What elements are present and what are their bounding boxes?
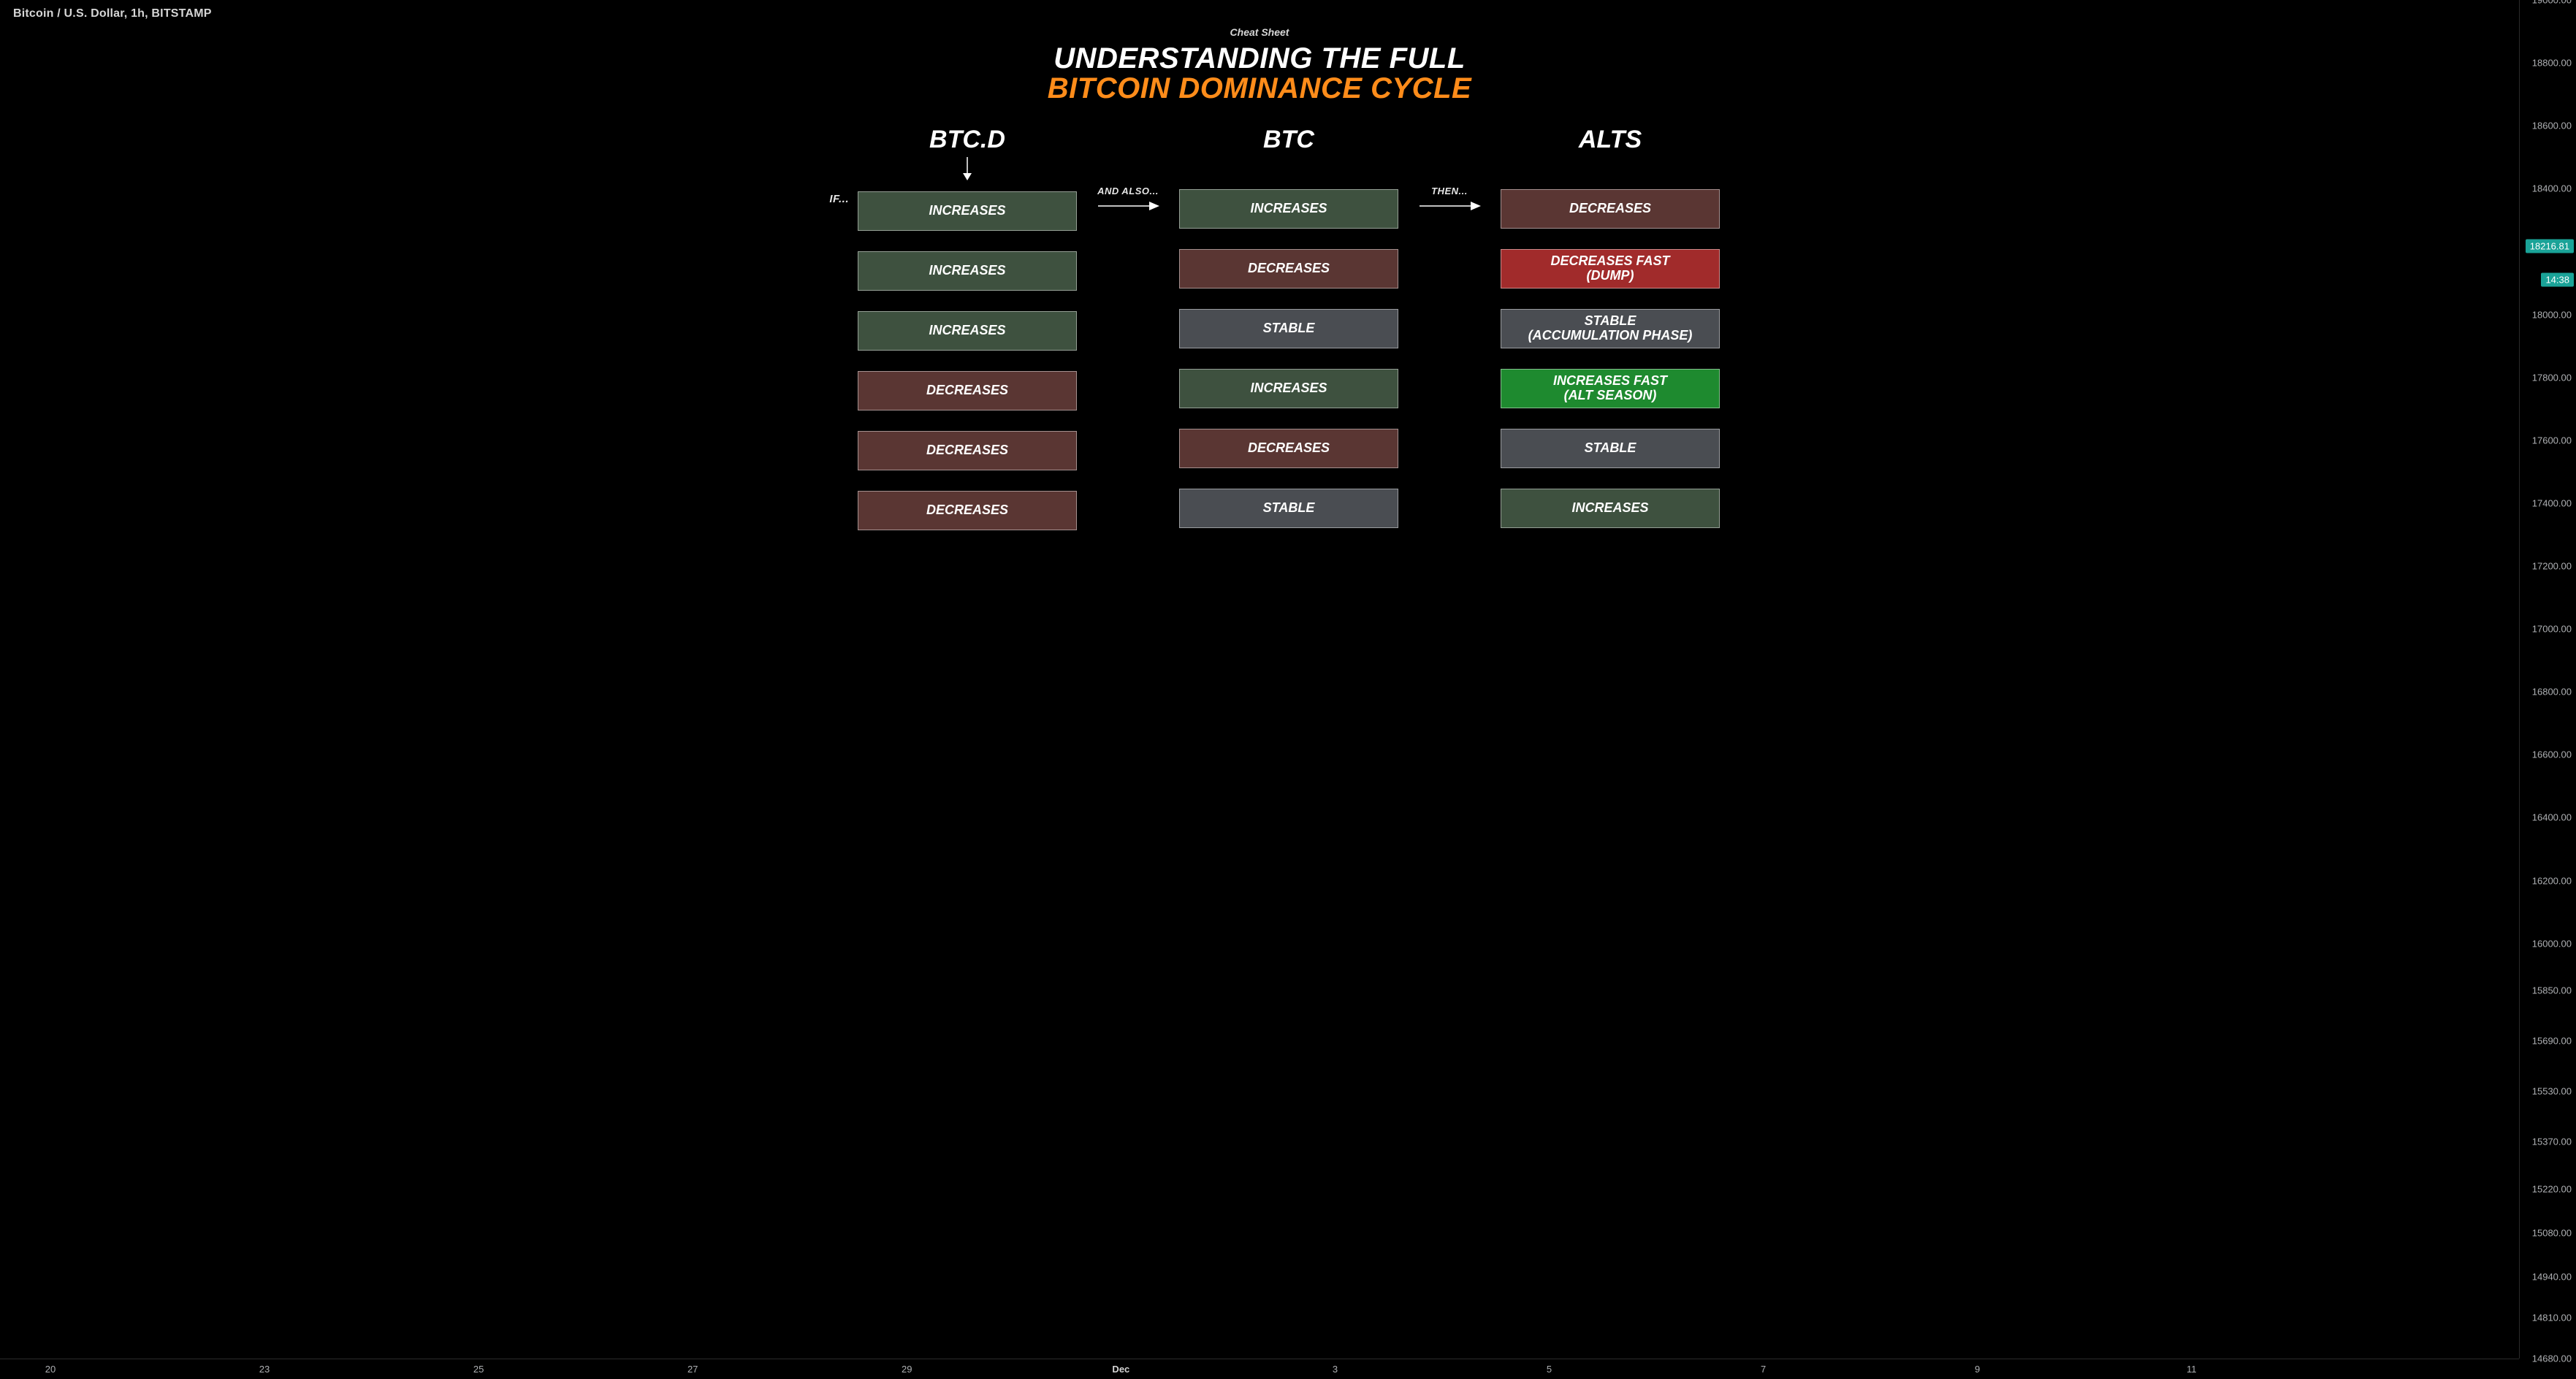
price-tick: 18800.00 <box>2532 58 2572 69</box>
time-tick: 25 <box>473 1364 484 1375</box>
state-cell-alts-3: INCREASES FAST (ALT SEASON) <box>1501 369 1720 408</box>
state-cell-btc-4: DECREASES <box>1179 429 1398 468</box>
time-tick: 27 <box>687 1364 698 1375</box>
state-cell-label: INCREASES <box>1571 501 1648 516</box>
down-arrow-icon <box>858 156 1077 184</box>
state-cell-label: STABLE <box>1263 321 1315 336</box>
price-tick: 17400.00 <box>2532 497 2572 508</box>
column-btcd: BTC.D INCREASES INCREASES INCREASES DECREAS… <box>858 126 1077 551</box>
time-tick: 20 <box>45 1364 56 1375</box>
state-cell-alts-5: INCREASES <box>1501 489 1720 528</box>
price-tick: 17800.00 <box>2532 372 2572 383</box>
state-cell-label: DECREASES <box>1248 441 1330 456</box>
price-tick: 16400.00 <box>2532 812 2572 823</box>
state-cell-label: DECREASES FAST (DUMP) <box>1550 254 1669 283</box>
countdown-flag: 14:38 <box>2541 273 2574 287</box>
and-also-label: AND ALSO... <box>1097 186 1159 196</box>
price-tick: 15530.00 <box>2532 1086 2572 1097</box>
title-block: UNDERSTANDING THE FULL BITCOIN DOMINANCE… <box>29 42 2490 105</box>
state-cell-btcd-5: DECREASES <box>858 491 1077 530</box>
price-tick: 15080.00 <box>2532 1227 2572 1238</box>
price-tick: 18400.00 <box>2532 183 2572 194</box>
column-alts: ALTS DECREASES DECREASES FAST (DUMP) STABL… <box>1501 126 1720 549</box>
price-tick: 16200.00 <box>2532 875 2572 886</box>
chart-canvas[interactable]: Cheat Sheet UNDERSTANDING THE FULL BITCO… <box>0 0 2519 1359</box>
column-header-btcd: BTC.D <box>858 126 1077 157</box>
state-cell-alts-1: DECREASES FAST (DUMP) <box>1501 249 1720 289</box>
then-label: THEN... <box>1431 186 1468 196</box>
state-cell-alts-2: STABLE (ACCUMULATION PHASE) <box>1501 309 1720 348</box>
price-tick: 14680.00 <box>2532 1353 2572 1364</box>
price-tick: 17200.00 <box>2532 561 2572 572</box>
state-cell-btc-3: INCREASES <box>1179 369 1398 408</box>
state-cell-label: STABLE <box>1263 501 1315 516</box>
time-tick: 11 <box>2187 1364 2197 1375</box>
time-axis[interactable]: 20 23 25 27 29 Dec 3 5 7 9 11 <box>0 1359 2519 1379</box>
state-cell-alts-0: DECREASES <box>1501 189 1720 229</box>
column-btc: BTC INCREASES DECREASES STABLE INCREASES DEC… <box>1179 126 1398 549</box>
price-tick: 14810.00 <box>2532 1313 2572 1323</box>
time-tick: 9 <box>1975 1364 1980 1375</box>
price-axis[interactable]: 19000.00 18800.00 18600.00 18400.00 18000.00… <box>2519 0 2576 1359</box>
price-tick: 15850.00 <box>2532 985 2572 996</box>
state-cell-label: DECREASES <box>926 503 1008 518</box>
state-cell-label: INCREASES <box>1250 381 1327 396</box>
state-cell-btc-0: INCREASES <box>1179 189 1398 229</box>
price-tick: 18000.00 <box>2532 309 2572 320</box>
state-cell-label: DECREASES <box>1248 261 1330 276</box>
state-cell-label: DECREASES <box>1569 202 1651 216</box>
time-tick: 7 <box>1761 1364 1766 1375</box>
column-header-btc: BTC <box>1179 126 1398 157</box>
state-cell-btc-2: STABLE <box>1179 309 1398 348</box>
column-header-alts: ALTS <box>1501 126 1720 157</box>
price-tick: 17600.00 <box>2532 435 2572 446</box>
state-cell-btc-5: STABLE <box>1179 489 1398 528</box>
price-tick: 16000.00 <box>2532 938 2572 949</box>
state-cell-label: DECREASES <box>926 443 1008 458</box>
link-and-also: AND ALSO... <box>1077 126 1179 213</box>
state-cell-btcd-3: DECREASES <box>858 371 1077 410</box>
price-tick: 18600.00 <box>2532 121 2572 131</box>
last-price-flag: 18216.81 <box>2526 240 2574 253</box>
state-cell-label: INCREASES FAST (ALT SEASON) <box>1553 374 1667 403</box>
price-tick: 19000.00 <box>2532 0 2572 6</box>
price-tick: 16600.00 <box>2532 749 2572 760</box>
arrow-right-icon <box>1097 199 1159 213</box>
link-then: THEN... <box>1398 126 1501 213</box>
state-cell-label: INCREASES <box>929 264 1005 278</box>
title-line-2: BITCOIN DOMINANCE CYCLE <box>29 72 2490 105</box>
chart-root: Bitcoin / U.S. Dollar, 1h, BITSTAMP Chea… <box>0 0 2576 1379</box>
price-tick: 15690.00 <box>2532 1036 2572 1047</box>
state-cell-btc-1: DECREASES <box>1179 249 1398 289</box>
state-cell-btcd-1: INCREASES <box>858 251 1077 291</box>
time-tick: 29 <box>902 1364 912 1375</box>
cheat-sheet-label: Cheat Sheet <box>29 26 2490 38</box>
state-cell-btcd-2: INCREASES <box>858 311 1077 351</box>
time-tick: Dec <box>1112 1364 1129 1375</box>
price-tick: 16800.00 <box>2532 687 2572 698</box>
state-cell-label: STABLE (ACCUMULATION PHASE) <box>1528 314 1693 343</box>
state-cell-label: DECREASES <box>926 383 1008 398</box>
price-tick: 14940.00 <box>2532 1272 2572 1283</box>
price-tick: 17000.00 <box>2532 624 2572 635</box>
state-cell-label: INCREASES <box>929 204 1005 218</box>
time-tick: 23 <box>259 1364 270 1375</box>
state-cell-btcd-0: INCREASES <box>858 191 1077 231</box>
cycle-grid: IF... BTC.D INCREASES INCREASES INCREASES D… <box>29 126 2490 551</box>
price-tick: 15370.00 <box>2532 1136 2572 1147</box>
time-tick: 3 <box>1333 1364 1338 1375</box>
price-tick: 15220.00 <box>2532 1183 2572 1194</box>
if-label: IF... <box>829 193 849 205</box>
state-cell-label: INCREASES <box>1250 202 1327 216</box>
arrow-right-icon <box>1418 199 1481 213</box>
state-cell-alts-4: STABLE <box>1501 429 1720 468</box>
title-line-1: UNDERSTANDING THE FULL <box>29 42 2490 75</box>
state-cell-btcd-4: DECREASES <box>858 431 1077 470</box>
time-tick: 5 <box>1547 1364 1552 1375</box>
state-cell-label: STABLE <box>1585 441 1636 456</box>
state-cell-label: INCREASES <box>929 324 1005 338</box>
